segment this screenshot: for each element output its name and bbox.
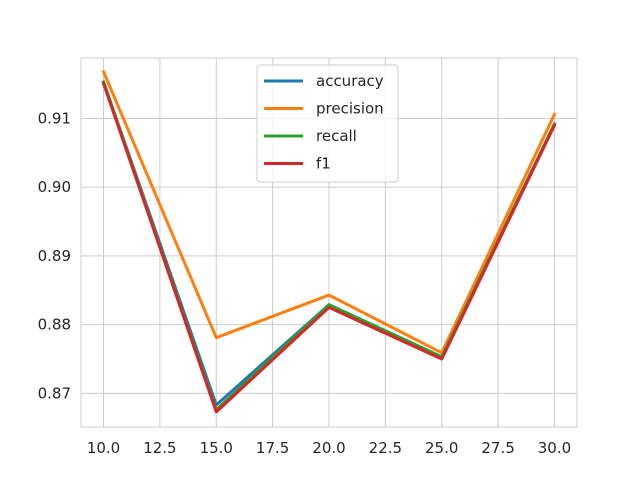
x-tick-label: 30.0 <box>538 439 571 457</box>
series-line-precision <box>101 69 557 355</box>
x-tick-label: 17.5 <box>256 439 289 457</box>
legend-box <box>256 64 399 183</box>
y-tick-label: 0.88 <box>38 316 71 334</box>
x-tick-label: 10.0 <box>87 439 120 457</box>
x-tick-label: 20.0 <box>312 439 345 457</box>
legend: accuracy precision recall f1 <box>256 64 399 183</box>
y-axis-ticks: 0.87 0.88 0.89 0.90 0.91 <box>38 109 71 402</box>
x-tick-label: 15.0 <box>200 439 233 457</box>
legend-label-f1: f1 <box>316 155 331 173</box>
plot-frame <box>80 57 578 428</box>
series-line-f1 <box>101 81 557 414</box>
legend-label-recall: recall <box>316 127 357 145</box>
y-tick-label: 0.90 <box>38 178 71 196</box>
x-tick-label: 25.0 <box>425 439 458 457</box>
y-tick-label: 0.89 <box>38 247 71 265</box>
x-axis-ticks: 10.0 12.5 15.0 17.5 20.0 22.5 25.0 27.5 30.0 <box>87 439 571 457</box>
x-tick-label: 27.5 <box>481 439 514 457</box>
legend-label-accuracy: accuracy <box>316 72 384 90</box>
x-tick-label: 22.5 <box>369 439 402 457</box>
y-tick-label: 0.87 <box>38 384 71 402</box>
y-tick-label: 0.91 <box>38 109 71 127</box>
x-tick-label: 12.5 <box>143 439 176 457</box>
series-lines <box>101 69 557 414</box>
legend-label-precision: precision <box>316 100 384 118</box>
